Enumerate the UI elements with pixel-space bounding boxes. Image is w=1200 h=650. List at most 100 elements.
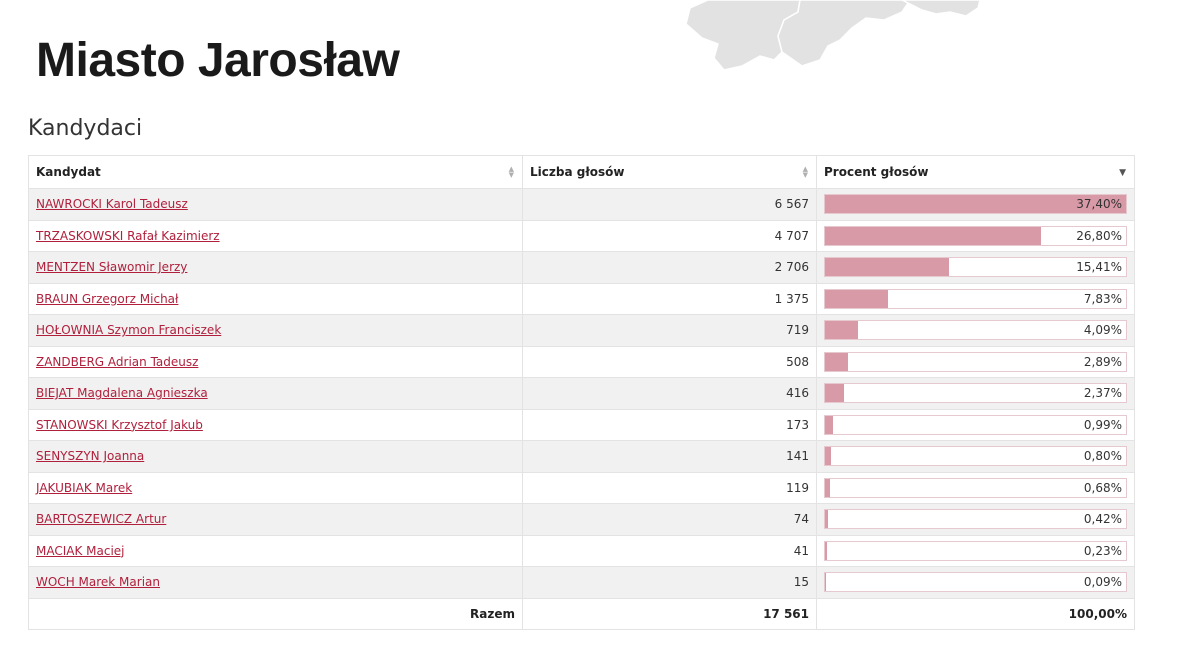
percent-cell: 0,99% <box>816 408 1135 441</box>
percent-cell: 0,42% <box>816 503 1135 536</box>
percent-label: 15,41% <box>1076 260 1122 275</box>
candidate-cell: ZANDBERG Adrian Tadeusz <box>28 345 523 378</box>
votes-cell: 2 706 <box>522 251 817 284</box>
table-row: BIEJAT Magdalena Agnieszka 416 2,37% <box>28 377 1135 410</box>
percent-label: 0,23% <box>1083 543 1122 558</box>
sort-icon[interactable]: ▲ ▼ <box>508 165 514 179</box>
percent-bar-fill <box>825 541 827 560</box>
percent-bar: 2,89% <box>824 351 1127 372</box>
candidate-link[interactable]: BIEJAT Magdalena Agnieszka <box>36 386 208 401</box>
percent-bar-fill <box>825 289 889 308</box>
map-region-shape <box>685 0 981 71</box>
candidate-link[interactable]: MACIAK Maciej <box>36 543 125 558</box>
percent-label: 2,37% <box>1083 386 1122 401</box>
column-header-liczba-glosow[interactable]: Liczba głosów ▲ ▼ <box>522 155 817 189</box>
votes-cell: 173 <box>522 408 817 441</box>
percent-bar-fill <box>825 258 950 277</box>
votes-cell: 416 <box>522 377 817 410</box>
column-header-label: Procent głosów <box>824 165 929 179</box>
percent-bar-fill <box>825 447 832 466</box>
percent-bar: 0,99% <box>824 414 1127 435</box>
votes-cell: 4 707 <box>522 219 817 252</box>
percent-label: 2,89% <box>1083 354 1122 369</box>
total-percent: 100,00% <box>816 597 1135 630</box>
candidate-link[interactable]: NAWROCKI Karol Tadeusz <box>36 197 188 212</box>
total-label: Razem <box>28 597 523 630</box>
percent-bar-fill <box>825 478 831 497</box>
percent-bar: 15,41% <box>824 257 1127 278</box>
percent-cell: 2,89% <box>816 345 1135 378</box>
percent-bar-fill <box>825 352 849 371</box>
column-header-label: Kandydat <box>36 165 101 179</box>
table-row: JAKUBIAK Marek 119 0,68% <box>28 471 1135 504</box>
percent-label: 37,40% <box>1076 197 1122 212</box>
votes-cell: 508 <box>522 345 817 378</box>
percent-bar: 0,68% <box>824 477 1127 498</box>
table-row: BRAUN Grzegorz Michał 1 375 7,83% <box>28 282 1135 315</box>
table-row: MENTZEN Sławomir Jerzy 2 706 15,41% <box>28 251 1135 284</box>
candidate-link[interactable]: MENTZEN Sławomir Jerzy <box>36 260 188 275</box>
percent-cell: 0,23% <box>816 534 1135 567</box>
percent-bar-fill <box>825 226 1041 245</box>
percent-cell: 0,80% <box>816 440 1135 473</box>
percent-bar-fill <box>825 573 826 592</box>
votes-cell: 1 375 <box>522 282 817 315</box>
percent-cell: 15,41% <box>816 251 1135 284</box>
candidate-cell: TRZASKOWSKI Rafał Kazimierz <box>28 219 523 252</box>
candidate-cell: HOŁOWNIA Szymon Franciszek <box>28 314 523 347</box>
percent-bar: 0,09% <box>824 572 1127 593</box>
table-row: STANOWSKI Krzysztof Jakub 173 0,99% <box>28 408 1135 441</box>
percent-bar-fill <box>825 384 845 403</box>
candidate-link[interactable]: ZANDBERG Adrian Tadeusz <box>36 354 199 369</box>
percent-bar: 7,83% <box>824 288 1127 309</box>
percent-label: 7,83% <box>1083 291 1122 306</box>
candidate-cell: SENYSZYN Joanna <box>28 440 523 473</box>
table-row: NAWROCKI Karol Tadeusz 6 567 37,40% <box>28 188 1135 221</box>
candidate-cell: WOCH Marek Marian <box>28 566 523 599</box>
candidate-cell: BRAUN Grzegorz Michał <box>28 282 523 315</box>
column-header-procent-glosow[interactable]: Procent głosów ▼ <box>816 155 1135 189</box>
column-header-label: Liczba głosów <box>530 165 625 179</box>
percent-label: 0,80% <box>1083 449 1122 464</box>
percent-cell: 37,40% <box>816 188 1135 221</box>
candidate-cell: MACIAK Maciej <box>28 534 523 567</box>
table-footer-row: Razem 17 561 100,00% <box>28 597 1135 630</box>
candidate-link[interactable]: SENYSZYN Joanna <box>36 449 145 464</box>
candidate-link[interactable]: HOŁOWNIA Szymon Franciszek <box>36 323 222 338</box>
percent-cell: 0,68% <box>816 471 1135 504</box>
percent-bar: 0,23% <box>824 540 1127 561</box>
percent-cell: 4,09% <box>816 314 1135 347</box>
candidate-link[interactable]: BARTOSZEWICZ Artur <box>36 512 167 527</box>
sort-icon[interactable]: ▲ ▼ <box>802 165 808 179</box>
candidate-link[interactable]: WOCH Marek Marian <box>36 575 160 590</box>
sort-descending-icon[interactable]: ▼ <box>1119 168 1126 178</box>
percent-cell: 7,83% <box>816 282 1135 315</box>
candidate-link[interactable]: STANOWSKI Krzysztof Jakub <box>36 417 203 432</box>
percent-cell: 0,09% <box>816 566 1135 599</box>
candidate-link[interactable]: JAKUBIAK Marek <box>36 480 133 495</box>
votes-cell: 15 <box>522 566 817 599</box>
percent-bar: 0,80% <box>824 446 1127 467</box>
table-row: TRZASKOWSKI Rafał Kazimierz 4 707 26,80% <box>28 219 1135 252</box>
percent-bar-fill <box>825 195 1126 214</box>
votes-cell: 74 <box>522 503 817 536</box>
votes-cell: 41 <box>522 534 817 567</box>
candidate-link[interactable]: BRAUN Grzegorz Michał <box>36 291 179 306</box>
page-title: Miasto Jarosław <box>36 34 400 87</box>
candidate-cell: STANOWSKI Krzysztof Jakub <box>28 408 523 441</box>
candidate-cell: BARTOSZEWICZ Artur <box>28 503 523 536</box>
percent-bar: 2,37% <box>824 383 1127 404</box>
percent-bar-fill <box>825 510 829 529</box>
votes-cell: 719 <box>522 314 817 347</box>
percent-label: 0,09% <box>1083 575 1122 590</box>
table-row: BARTOSZEWICZ Artur 74 0,42% <box>28 503 1135 536</box>
table-row: SENYSZYN Joanna 141 0,80% <box>28 440 1135 473</box>
votes-cell: 141 <box>522 440 817 473</box>
table-row: MACIAK Maciej 41 0,23% <box>28 534 1135 567</box>
column-header-kandydat[interactable]: Kandydat ▲ ▼ <box>28 155 523 189</box>
percent-label: 4,09% <box>1083 323 1122 338</box>
percent-bar-fill <box>825 321 858 340</box>
candidate-link[interactable]: TRZASKOWSKI Rafał Kazimierz <box>36 228 220 243</box>
percent-bar: 37,40% <box>824 194 1127 215</box>
percent-label: 26,80% <box>1076 228 1122 243</box>
